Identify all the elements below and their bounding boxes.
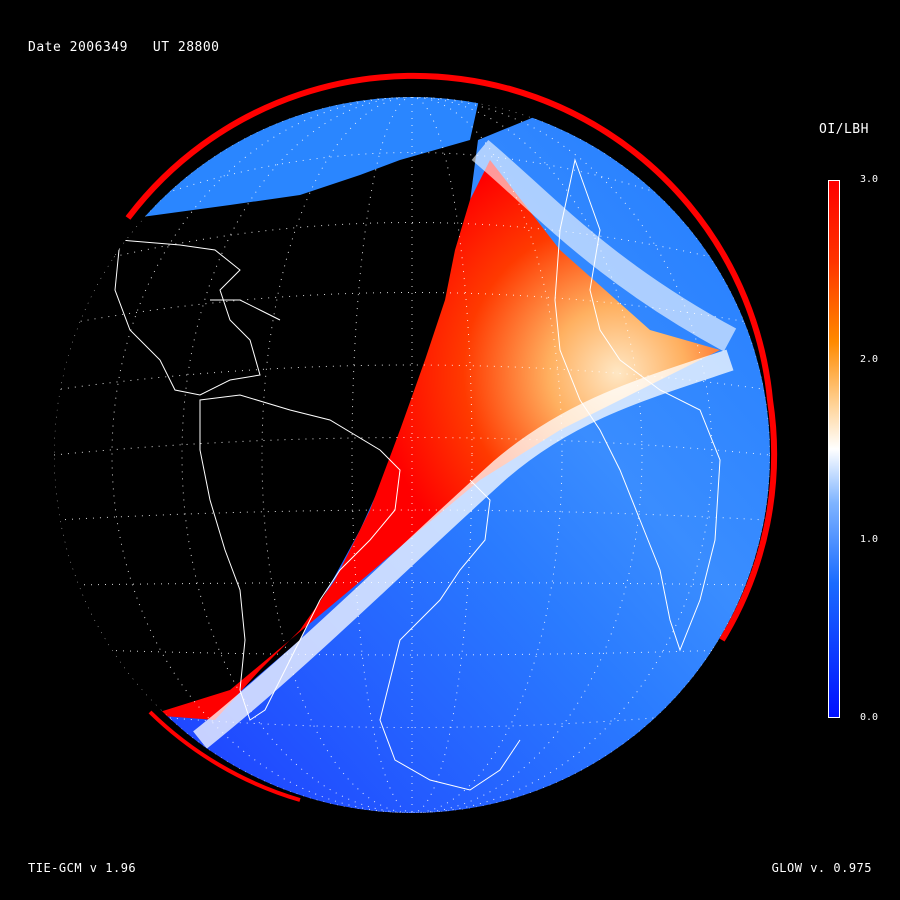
coastlines: [114, 158, 721, 791]
colorbar-tick: 1.0: [860, 534, 879, 545]
colorbar-tick: 0.0: [860, 712, 879, 723]
high-ratio-band: [150, 160, 720, 720]
colorbar-title: OI/LBH: [819, 122, 869, 137]
graticule: [54, 97, 770, 813]
colorbar: [828, 180, 840, 718]
limb-glow: [125, 72, 778, 642]
model-version-label: TIE-GCM v 1.96: [28, 861, 137, 875]
date-time-label: Date 2006349 UT 28800: [28, 40, 220, 55]
colorbar-tick: 2.0: [860, 354, 879, 365]
glow-version-label: GLOW v. 0.975: [771, 861, 872, 875]
terminator-glow: [193, 349, 734, 749]
colorbar-tick: 3.0: [860, 174, 879, 185]
